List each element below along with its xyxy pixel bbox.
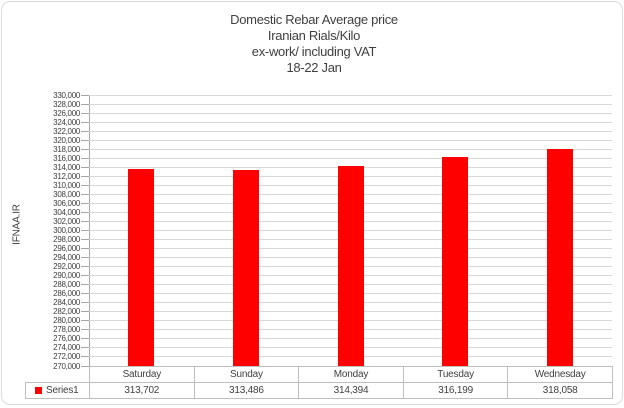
gridline xyxy=(89,112,612,114)
gridline xyxy=(89,139,612,141)
gridline xyxy=(89,94,612,96)
y-axis-tick-label: 316,000 xyxy=(53,153,80,163)
y-axis-tick-label: 282,000 xyxy=(53,307,80,317)
y-axis-tick-marks xyxy=(81,94,89,367)
gridline xyxy=(89,157,612,159)
y-axis-tick xyxy=(81,338,89,340)
y-axis-tick-label: 318,000 xyxy=(53,144,80,154)
chart-title-line-2: Iranian Rials/Kilo xyxy=(267,28,361,43)
y-axis-tick xyxy=(81,356,89,358)
chart-title-line-3: ex-work/ including VAT xyxy=(251,44,377,59)
y-axis-tick xyxy=(81,257,89,259)
y-axis-tick-label: 284,000 xyxy=(53,298,80,308)
y-axis-tick-label: 276,000 xyxy=(53,334,80,344)
y-axis-tick-label: 310,000 xyxy=(53,180,80,190)
y-axis-tick xyxy=(81,94,89,96)
y-axis-tick-label: 306,000 xyxy=(53,198,80,208)
bar-sunday xyxy=(232,169,259,366)
y-axis-tick xyxy=(81,302,89,304)
y-axis-tick xyxy=(81,112,89,114)
y-axis-tick xyxy=(81,220,89,222)
y-axis-tick-label: 280,000 xyxy=(53,316,80,326)
y-axis-tick-label: 270,000 xyxy=(53,361,80,371)
legend-key-icon xyxy=(35,387,42,394)
y-axis-tick xyxy=(81,211,89,213)
bar-saturday xyxy=(128,168,155,366)
y-axis-tick xyxy=(81,175,89,177)
bar-tuesday xyxy=(442,157,469,366)
data-table-category-row: Saturday Sunday Monday Tuesday Wednesday xyxy=(89,366,613,382)
legend-cell: Series1 xyxy=(25,383,89,398)
table-category-cell: Monday xyxy=(298,367,403,382)
y-axis-tick-label: 320,000 xyxy=(53,135,80,145)
table-category-cell: Sunday xyxy=(193,367,299,382)
y-axis-tick-label: 330,000 xyxy=(53,90,80,100)
gridline xyxy=(89,121,612,123)
chart-title-line-1: Domestic Rebar Average price xyxy=(230,12,398,27)
y-axis-tick xyxy=(81,139,89,141)
table-category-cell: Saturday xyxy=(89,367,194,382)
y-axis-tick xyxy=(81,284,89,286)
y-axis-tick xyxy=(81,365,89,367)
table-value-cell: 313,486 xyxy=(193,383,299,398)
y-axis-tick xyxy=(81,103,89,105)
y-axis-tick xyxy=(81,157,89,159)
data-table-value-row: Series1 313,702 313,486 314,394 316,199 318,0… xyxy=(25,382,613,399)
y-axis-tick xyxy=(81,148,89,150)
y-axis-tick xyxy=(81,266,89,268)
y-axis-tick xyxy=(81,311,89,313)
y-axis-tick xyxy=(81,329,89,331)
y-axis-tick-label: 272,000 xyxy=(53,352,80,362)
legend-series-label: Series1 xyxy=(46,385,79,396)
bar-wednesday xyxy=(546,148,573,366)
y-axis-tick-label: 278,000 xyxy=(53,325,80,335)
table-value-cell: 318,058 xyxy=(507,383,613,398)
y-axis-tick xyxy=(81,121,89,123)
y-axis-tick xyxy=(81,166,89,168)
chart-title: Domestic Rebar Average price Iranian Ria… xyxy=(2,12,624,76)
table-value-cell: 313,702 xyxy=(89,383,194,398)
table-category-cell: Wednesday xyxy=(507,367,613,382)
table-value-cell: 316,199 xyxy=(402,383,508,398)
y-axis-tick-label: 312,000 xyxy=(53,171,80,181)
y-axis-tick xyxy=(81,275,89,277)
y-axis-tick-label: 302,000 xyxy=(53,216,80,226)
y-axis-tick-label: 304,000 xyxy=(53,207,80,217)
y-axis-tick-label: 298,000 xyxy=(53,235,80,245)
y-axis-tick-label: 328,000 xyxy=(53,99,80,109)
y-axis-tick-label: 294,000 xyxy=(53,253,80,263)
gridline xyxy=(89,148,612,150)
y-axis-tick-label: 288,000 xyxy=(53,280,80,290)
table-category-cell: Tuesday xyxy=(402,367,508,382)
y-axis-tick-label: 326,000 xyxy=(53,108,80,118)
y-axis-tick-label: 322,000 xyxy=(53,126,80,136)
y-axis-tick xyxy=(81,184,89,186)
y-axis-tick-label: 286,000 xyxy=(53,289,80,299)
y-axis-tick-label: 290,000 xyxy=(53,271,80,281)
y-axis-tick-label: 274,000 xyxy=(53,343,80,353)
y-axis-tick-label: 308,000 xyxy=(53,189,80,199)
y-axis-tick-labels: 330,000 328,000 326,000 324,000 322,000 320,0… xyxy=(2,91,80,371)
table-value-cell: 314,394 xyxy=(298,383,403,398)
y-axis-tick-label: 292,000 xyxy=(53,262,80,272)
plot-area xyxy=(89,94,612,367)
chart-title-line-4: 18-22 Jan xyxy=(286,60,342,75)
y-axis-tick xyxy=(81,239,89,241)
y-axis-tick xyxy=(81,193,89,195)
y-axis-tick xyxy=(81,248,89,250)
y-axis-tick xyxy=(81,202,89,204)
y-axis-tick xyxy=(81,293,89,295)
gridline xyxy=(89,130,612,132)
y-axis-tick xyxy=(81,130,89,132)
gridline xyxy=(89,103,612,105)
y-axis-tick xyxy=(81,347,89,349)
y-axis-tick xyxy=(81,320,89,322)
y-axis-tick-label: 314,000 xyxy=(53,162,80,172)
bar-monday xyxy=(337,165,364,366)
y-axis-tick-label: 300,000 xyxy=(53,226,80,235)
y-axis-tick-label: 296,000 xyxy=(53,244,80,254)
y-axis-tick-label: 324,000 xyxy=(53,117,80,127)
y-axis-tick xyxy=(81,230,89,231)
